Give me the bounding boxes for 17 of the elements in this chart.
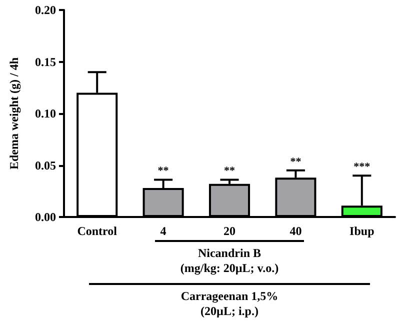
annotation: ** <box>224 165 236 178</box>
x-tick-label: 40 <box>290 224 302 238</box>
annotation: ** <box>290 156 302 168</box>
y-axis-title: Edema weight (g) / 4h <box>7 57 21 170</box>
annotation: ** <box>158 165 170 178</box>
y-tick-label: 0.20 <box>35 3 56 17</box>
annotation: *** <box>354 161 371 174</box>
x-tick-label: Ibup <box>350 224 375 238</box>
text: Nicandrin B (mg/kg: 20µL; v.o.) <box>180 246 279 276</box>
x-tick-label: 20 <box>224 224 236 238</box>
y-tick-label: 0.05 <box>35 158 56 172</box>
x-tick-label: 4 <box>160 224 166 238</box>
y-tick-label: 0.00 <box>35 210 56 224</box>
x-tick-label: Control <box>77 224 118 238</box>
y-tick-label: 0.10 <box>35 106 56 120</box>
y-tick-label: 0.15 <box>35 54 56 69</box>
text: Carrageenan 1,5% (20µL; i.p.) <box>180 289 278 319</box>
